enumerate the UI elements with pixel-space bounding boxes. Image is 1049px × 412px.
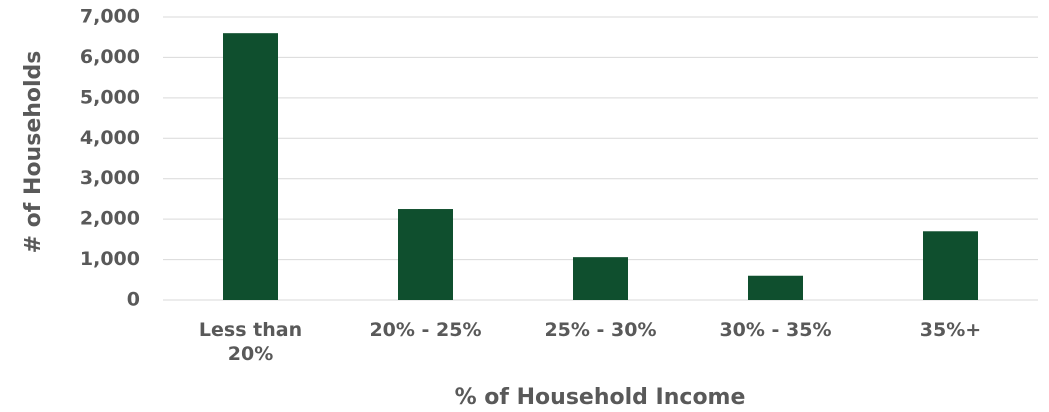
x-axis-title: % of Household Income [455,385,746,410]
y-tick-label: 5,000 [80,86,140,108]
y-tick-label: 0 [127,289,140,311]
x-tick-label: 25% - 30% [544,319,657,341]
y-tick-label: 7,000 [80,6,140,28]
x-tick-label: Less than 20% [198,319,303,365]
y-tick-label: 3,000 [80,167,140,189]
bar [573,257,628,300]
x-tick-label: 30% - 35% [719,319,832,341]
y-tick-label: 1,000 [80,248,140,270]
y-tick-label: 2,000 [80,208,140,230]
y-axis-title: # of Households [21,51,46,254]
bar [748,275,803,300]
y-tick-label: 6,000 [80,46,140,68]
bar [398,209,453,300]
x-tick-label: 20% - 25% [369,319,482,341]
x-tick-label: 35%+ [919,319,982,341]
bar [923,231,978,300]
y-tick-label: 4,000 [80,127,140,149]
bar [223,33,278,301]
